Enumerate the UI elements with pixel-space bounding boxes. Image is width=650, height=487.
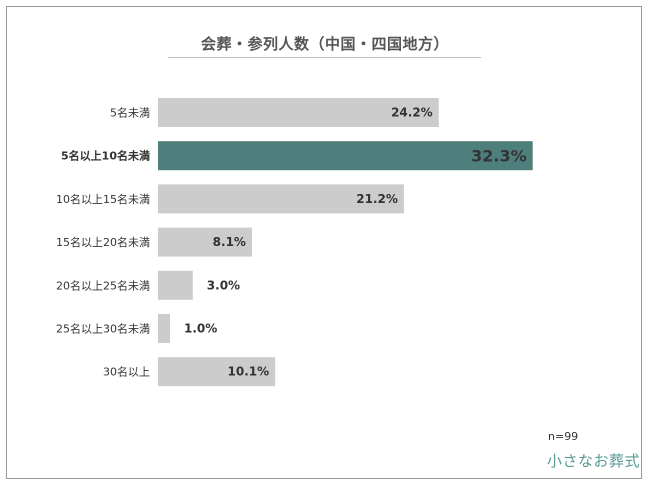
value-label: 1.0% [184, 322, 217, 336]
category-label: 25名以上30名未満 [56, 322, 150, 336]
chart-frame [6, 6, 642, 479]
bar-3 [158, 184, 404, 214]
value-label: 8.1% [213, 235, 246, 249]
brand-logo: 小さなお葬式 [547, 452, 641, 470]
value-label: 21.2% [356, 192, 398, 206]
category-label: 20名以上25名未満 [56, 278, 150, 292]
bar-7 [158, 357, 276, 387]
sample-size: n=99 [548, 430, 579, 443]
bar-2 [158, 141, 533, 171]
title-underline [168, 57, 481, 58]
bar-1 [158, 98, 439, 127]
category-label: 5名未満 [110, 106, 150, 120]
category-label: 30名以上 [103, 365, 150, 379]
bar-4 [158, 227, 252, 257]
chart-title: 会葬・参列人数（中国・四国地方） [200, 35, 449, 53]
bar-6 [158, 314, 170, 343]
category-label: 10名以上15名未満 [56, 192, 150, 206]
value-label: 24.2% [391, 106, 433, 120]
value-label: 3.0% [207, 278, 240, 292]
value-label: 32.3% [471, 147, 527, 166]
value-label: 10.1% [228, 365, 270, 379]
bar-5 [158, 270, 193, 300]
category-label: 15名以上20名未満 [56, 235, 150, 249]
category-label: 5名以上10名未満 [61, 149, 150, 163]
